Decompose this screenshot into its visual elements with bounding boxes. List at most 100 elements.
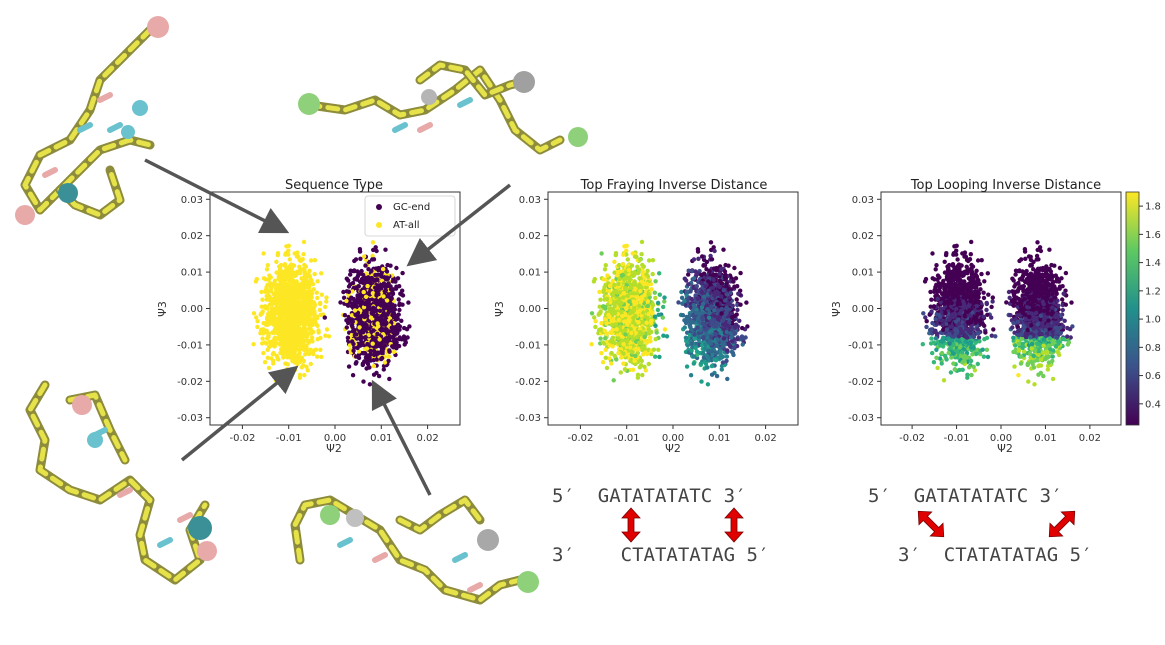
data-point [263,277,268,282]
atom-sphere [346,509,364,527]
data-point [312,310,317,316]
data-point [710,352,715,358]
data-point [315,279,320,284]
data-point [301,358,306,364]
atom-sphere [320,505,340,525]
data-point [279,324,285,329]
data-point [277,269,283,275]
data-point [251,311,257,316]
data-point [653,295,658,301]
data-point [689,296,694,302]
y-tick-label: -0.01 [177,340,203,351]
atom-sphere [87,432,103,448]
data-point [601,304,606,309]
data-point [265,347,270,352]
data-point [684,364,690,369]
data-point [253,279,259,284]
data-point [323,304,328,310]
data-point [607,283,613,289]
data-point [309,335,315,340]
data-point [599,251,604,256]
data-point [348,272,353,277]
base-stub [42,167,58,178]
data-point [598,309,603,314]
data-point [371,372,377,377]
atom-sphere [121,125,135,139]
data-point [278,262,284,268]
data-point [294,305,299,310]
data-point [704,267,709,272]
data-point [304,345,309,350]
data-point [270,306,275,311]
data-point [355,345,360,351]
y-tick-label: 0.03 [181,195,203,206]
data-point [278,317,284,322]
data-point [352,308,358,313]
data-point [283,342,288,347]
data-point [374,248,379,254]
data-point [362,301,368,307]
base-stub [372,552,388,563]
data-point [311,351,316,357]
data-point [612,353,617,358]
data-point [360,361,366,366]
data-point [371,257,377,262]
data-point [348,282,353,287]
base-stub [107,122,123,133]
atom-sphere [15,205,35,225]
data-point [387,376,392,382]
data-point [351,341,356,347]
data-point [300,331,306,336]
data-point [318,347,323,352]
data-point [386,281,391,286]
data-point [263,304,268,309]
data-point [386,310,391,315]
data-point [355,293,360,298]
data-point [660,315,665,320]
data-point [298,267,304,272]
data-point [391,349,397,354]
data-point [357,249,363,254]
data-point [364,359,369,365]
data-point [323,333,328,338]
data-point [308,327,313,332]
data-point [310,339,315,344]
data-point [351,296,356,302]
data-point [635,372,641,377]
data-point [367,307,372,312]
data-point [390,344,395,349]
atom-sphere [477,529,499,551]
data-point [348,268,353,273]
data-point [725,376,730,382]
backbone-highlight [67,392,128,463]
data-point [368,315,374,320]
data-point [278,336,283,341]
x-tick-label: -0.02 [229,433,255,444]
atom-sphere [147,16,169,38]
data-point [278,298,284,303]
data-point [305,368,310,373]
plot-frame [547,191,799,426]
data-point [722,269,728,274]
data-point [299,282,304,288]
legend-label: GC-end [393,202,430,213]
data-point [306,320,311,325]
data-point [376,373,382,379]
data-point [373,245,378,250]
data-point [601,277,606,282]
data-point [381,311,386,316]
data-point [372,352,377,358]
data-point [732,265,737,271]
data-point [653,354,658,359]
base-stub [97,92,113,103]
data-point [353,257,359,262]
data-point [285,319,291,324]
data-point [363,351,368,356]
data-point [289,299,294,304]
data-point [384,298,390,303]
data-point [699,379,704,384]
data-point [353,276,359,281]
data-point [283,351,288,356]
data-point [642,334,647,340]
